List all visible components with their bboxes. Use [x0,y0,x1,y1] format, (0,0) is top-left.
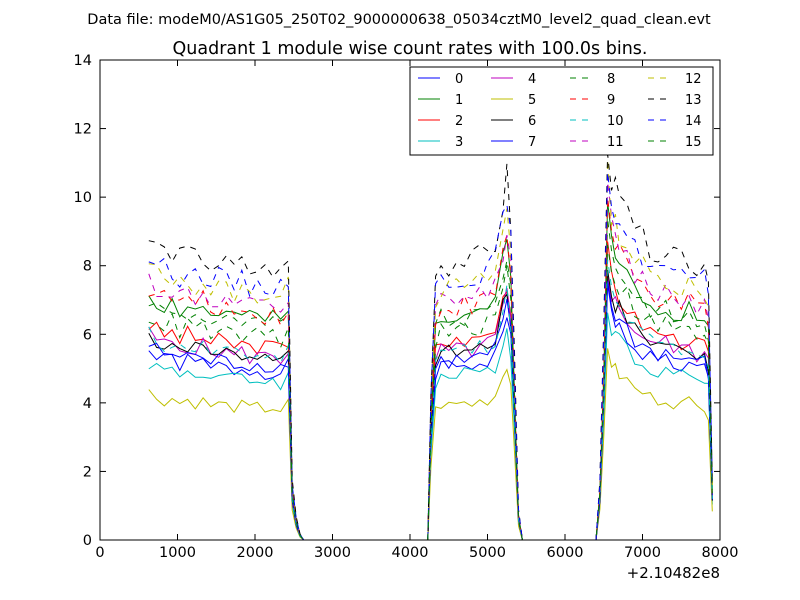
series-line-3 [148,312,713,541]
series-line-12 [148,159,713,541]
legend-label-7: 7 [528,135,536,150]
series-line-8 [148,219,713,541]
legend-frame [409,66,714,156]
legend-label-14: 14 [685,114,702,129]
y-tick-label: 10 [74,190,92,206]
legend-label-9: 9 [607,93,615,108]
legend-label-13: 13 [685,93,702,108]
series-line-14 [148,172,713,541]
x-tick-label: 6000 [547,545,584,561]
axis-layer: 0 1000 2000 3000 4000 5000 6000 7000 80000246810… [74,53,739,561]
chart-suptitle: Data file: modeM0/AS1G05_250T02_90000006… [87,12,711,28]
legend-label-4: 4 [528,72,536,87]
series-line-5 [148,348,713,541]
chart-title: Quadrant 1 module wise count rates with … [173,39,648,59]
legend-label-3: 3 [455,135,463,150]
series-line-10 [148,259,713,541]
x-tick-label: 1000 [159,545,196,561]
y-tick-label: 6 [83,327,92,343]
x-tick-label: 4000 [392,545,429,561]
x-tick-label: 7000 [624,545,661,561]
legend-label-0: 0 [455,72,463,87]
x-tick-label: 5000 [469,545,506,561]
y-tick-label: 14 [74,53,92,69]
x-tick-label: 2000 [237,545,274,561]
series-line-9 [148,197,713,541]
legend-label-8: 8 [607,72,615,87]
x-offset-label: +2.10482e8 [627,564,720,582]
x-tick-label: 3000 [314,545,351,561]
y-tick-label: 4 [83,396,92,412]
x-tick-label: 8000 [702,545,739,561]
y-tick-label: 8 [83,259,92,275]
y-tick-label: 12 [74,122,92,138]
series-line-13 [148,153,713,541]
y-tick-label: 0 [83,533,92,549]
y-tick-label: 2 [83,464,92,480]
legend-label-1: 1 [455,93,463,108]
legend-label-15: 15 [685,135,702,150]
series-line-7 [148,281,713,541]
series-line-11 [148,181,713,541]
series-line-1 [148,201,713,541]
series-line-15 [148,244,713,541]
series-layer [148,153,713,541]
legend-label-12: 12 [685,72,702,87]
legend-label-6: 6 [528,114,536,129]
series-line-6 [148,270,713,541]
x-tick-label: 0 [95,545,104,561]
legend-label-2: 2 [455,114,463,129]
series-line-2 [148,241,713,541]
legend-label-5: 5 [528,93,536,108]
legend-label-10: 10 [607,114,624,129]
legend-label-11: 11 [607,135,624,150]
